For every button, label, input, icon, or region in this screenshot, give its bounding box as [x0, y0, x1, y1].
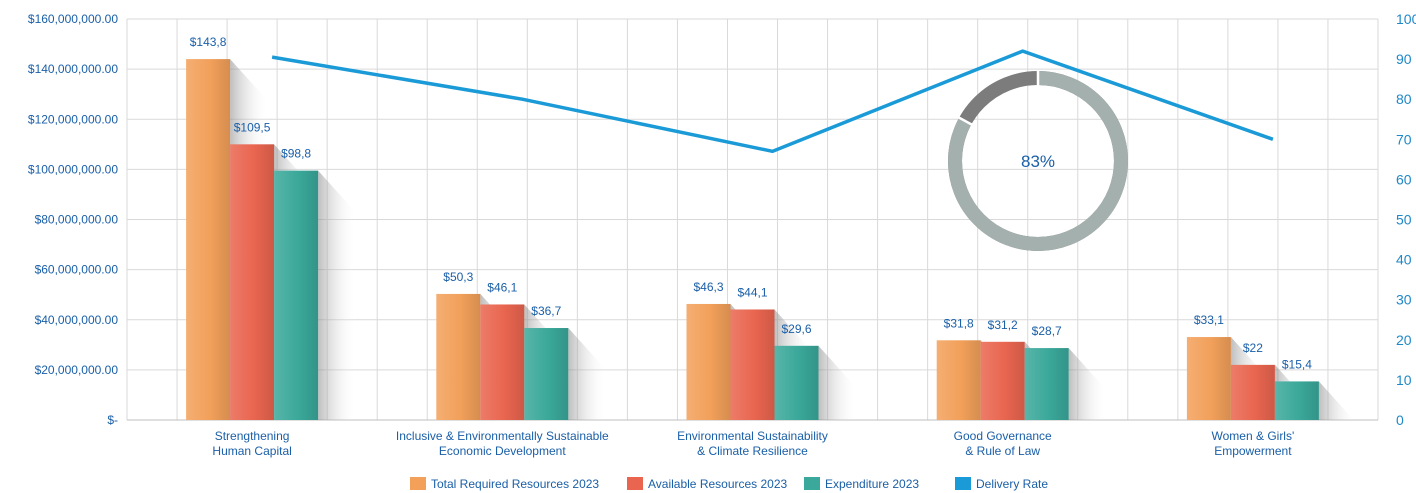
category-label: Women & Girls'	[1212, 429, 1295, 443]
bar-available-resources-2023	[730, 309, 775, 420]
category-label: Economic Development	[439, 444, 566, 458]
y-left-tick-label: $100,000,000.00	[28, 162, 118, 176]
donut-separator	[957, 116, 973, 126]
y-right-tick-label: 0	[1396, 412, 1404, 428]
bar-value-label: $109,5	[234, 120, 271, 134]
legend-swatch	[955, 477, 971, 490]
y-right-tick-label: 20	[1396, 332, 1412, 348]
legend-label: Delivery Rate	[976, 477, 1048, 491]
bar-value-label: $28,7	[1032, 324, 1062, 338]
bar-value-label: $46,1	[487, 280, 517, 294]
legend-label: Total Required Resources 2023	[431, 477, 599, 491]
bar-value-label: $98,8	[281, 147, 311, 161]
category-label: Empowerment	[1214, 444, 1292, 458]
bar-total-required-resources-2023	[936, 340, 981, 420]
legend-item: Delivery Rate	[955, 477, 1048, 491]
bars: $143,8 $109,5 $98,8 $50,3 $46,1 $36,7 $46,3 $44…	[186, 35, 1357, 424]
category-label: & Climate Resilience	[697, 444, 808, 458]
bar-available-resources-2023	[1230, 364, 1275, 420]
y-left-tick-label: $140,000,000.00	[28, 62, 118, 76]
y-right-tick-label: 30	[1396, 292, 1412, 308]
y-left-tick-label: $160,000,000.00	[28, 12, 118, 26]
bar-expenditure-2023	[1274, 381, 1319, 420]
bar-expenditure-2023	[274, 170, 319, 420]
category-label: Environmental Sustainability	[677, 429, 828, 443]
legend-item: Total Required Resources 2023	[410, 477, 599, 491]
y-right-tick-label: 70	[1396, 131, 1412, 147]
bar-total-required-resources-2023	[186, 59, 231, 420]
y-left-tick-label: $60,000,000.00	[35, 263, 119, 277]
bar-value-label: $22	[1243, 341, 1263, 355]
y-left-tick-label: $40,000,000.00	[35, 313, 119, 327]
donut-percentage-label: 83%	[1021, 152, 1055, 171]
delivery-donut: 83%	[948, 70, 1128, 251]
legend-swatch	[804, 477, 820, 490]
y-left-tick-label: $20,000,000.00	[35, 363, 119, 377]
bar-value-label: $46,3	[693, 280, 723, 294]
y-right-tick-label: 60	[1396, 171, 1412, 187]
category-label: Good Governance	[954, 429, 1052, 443]
bar-available-resources-2023	[230, 144, 275, 420]
bar-value-label: $33,1	[1194, 313, 1224, 327]
y-left-tick-label: $120,000,000.00	[28, 112, 118, 126]
bar-value-label: $143,8	[190, 35, 227, 49]
y-right-tick-label: 80	[1396, 91, 1412, 107]
bar-expenditure-2023	[774, 345, 819, 420]
bar-value-label: $31,2	[988, 318, 1018, 332]
y-right-tick-label: 100	[1396, 11, 1416, 27]
bar-expenditure-2023	[1024, 348, 1069, 420]
category-label: Inclusive & Environmentally Sustainable	[396, 429, 609, 443]
legend-label: Available Resources 2023	[648, 477, 788, 491]
category-label: Strengthening	[215, 429, 290, 443]
bar-expenditure-2023	[524, 328, 569, 420]
delivery-rate-line	[271, 49, 1274, 154]
bar-total-required-resources-2023	[1186, 337, 1231, 420]
bar-value-label: $44,1	[737, 285, 767, 299]
legend: Total Required Resources 2023 Available R…	[410, 477, 1048, 491]
y-right-tick-label: 10	[1396, 372, 1412, 388]
y-left-tick-label: $-	[107, 413, 118, 427]
y-right-tick-label: 90	[1396, 51, 1412, 67]
category-label: Human Capital	[212, 444, 291, 458]
bar-shadow	[1068, 348, 1107, 420]
y-right-tick-label: 50	[1396, 212, 1412, 228]
bar-total-required-resources-2023	[686, 303, 731, 420]
legend-swatch	[410, 477, 426, 490]
bar-shadow	[1318, 381, 1357, 424]
y-left-tick-label: $80,000,000.00	[35, 213, 119, 227]
bar-shadow	[818, 345, 857, 420]
legend-label: Expenditure 2023	[825, 477, 919, 491]
legend-swatch	[627, 477, 643, 490]
y-right-tick-label: 40	[1396, 252, 1412, 268]
bar-available-resources-2023	[480, 304, 525, 420]
category-label: & Rule of Law	[965, 444, 1040, 458]
bar-available-resources-2023	[980, 341, 1025, 420]
bar-value-label: $36,7	[531, 304, 561, 318]
bar-value-label: $50,3	[443, 270, 473, 284]
bar-value-label: $15,4	[1282, 357, 1312, 371]
bar-value-label: $31,8	[944, 316, 974, 330]
bar-shadow	[568, 328, 607, 420]
bar-shadow	[318, 170, 357, 420]
bar-value-label: $29,6	[781, 322, 811, 336]
legend-item: Expenditure 2023	[804, 477, 919, 491]
legend-item: Available Resources 2023	[627, 477, 788, 491]
bar-total-required-resources-2023	[436, 293, 481, 420]
